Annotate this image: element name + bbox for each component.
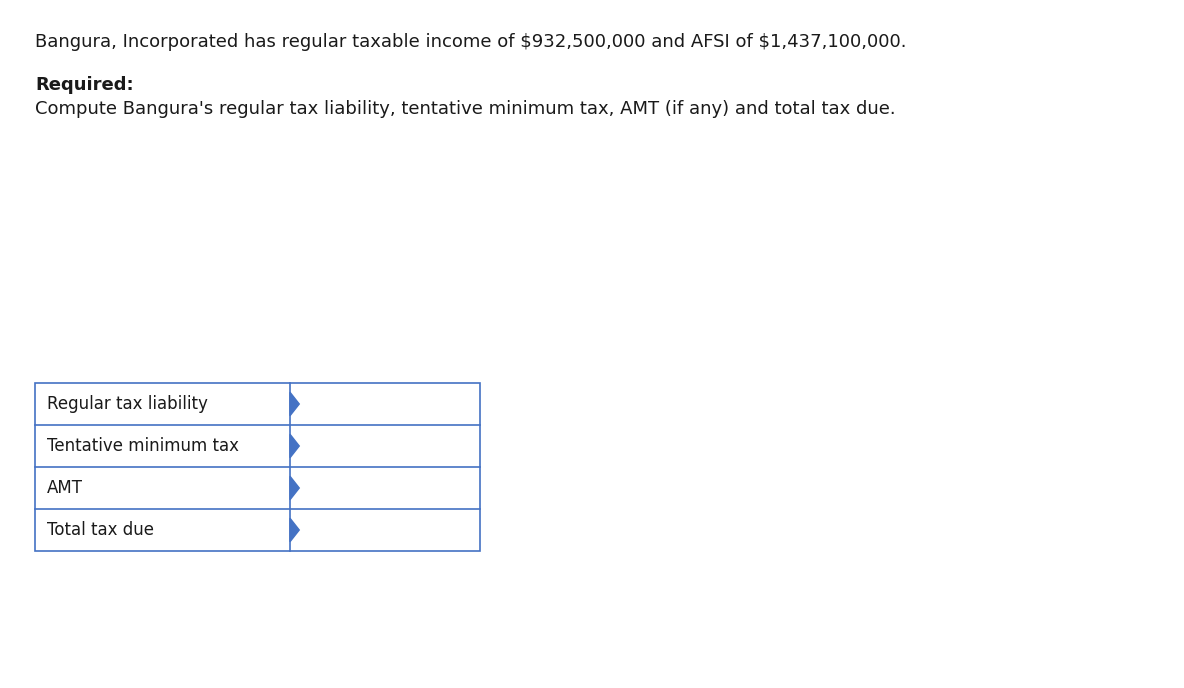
Bar [36, 383, 480, 551]
Text: Regular tax liability: Regular tax liability [47, 395, 208, 413]
Text: AMT: AMT [47, 479, 83, 497]
Polygon shape [290, 434, 300, 458]
Text: Compute Bangura's regular tax liability, tentative minimum tax, AMT (if any) and: Compute Bangura's regular tax liability,… [36, 100, 895, 118]
Text: Required:: Required: [36, 76, 134, 94]
Polygon shape [290, 392, 300, 416]
Text: Bangura, Incorporated has regular taxable income of \$932,500,000 and AFSI of \$: Bangura, Incorporated has regular taxabl… [36, 33, 907, 51]
Polygon shape [290, 518, 300, 541]
Text: Tentative minimum tax: Tentative minimum tax [47, 437, 239, 455]
Text: Total tax due: Total tax due [47, 521, 154, 539]
Polygon shape [290, 476, 300, 499]
